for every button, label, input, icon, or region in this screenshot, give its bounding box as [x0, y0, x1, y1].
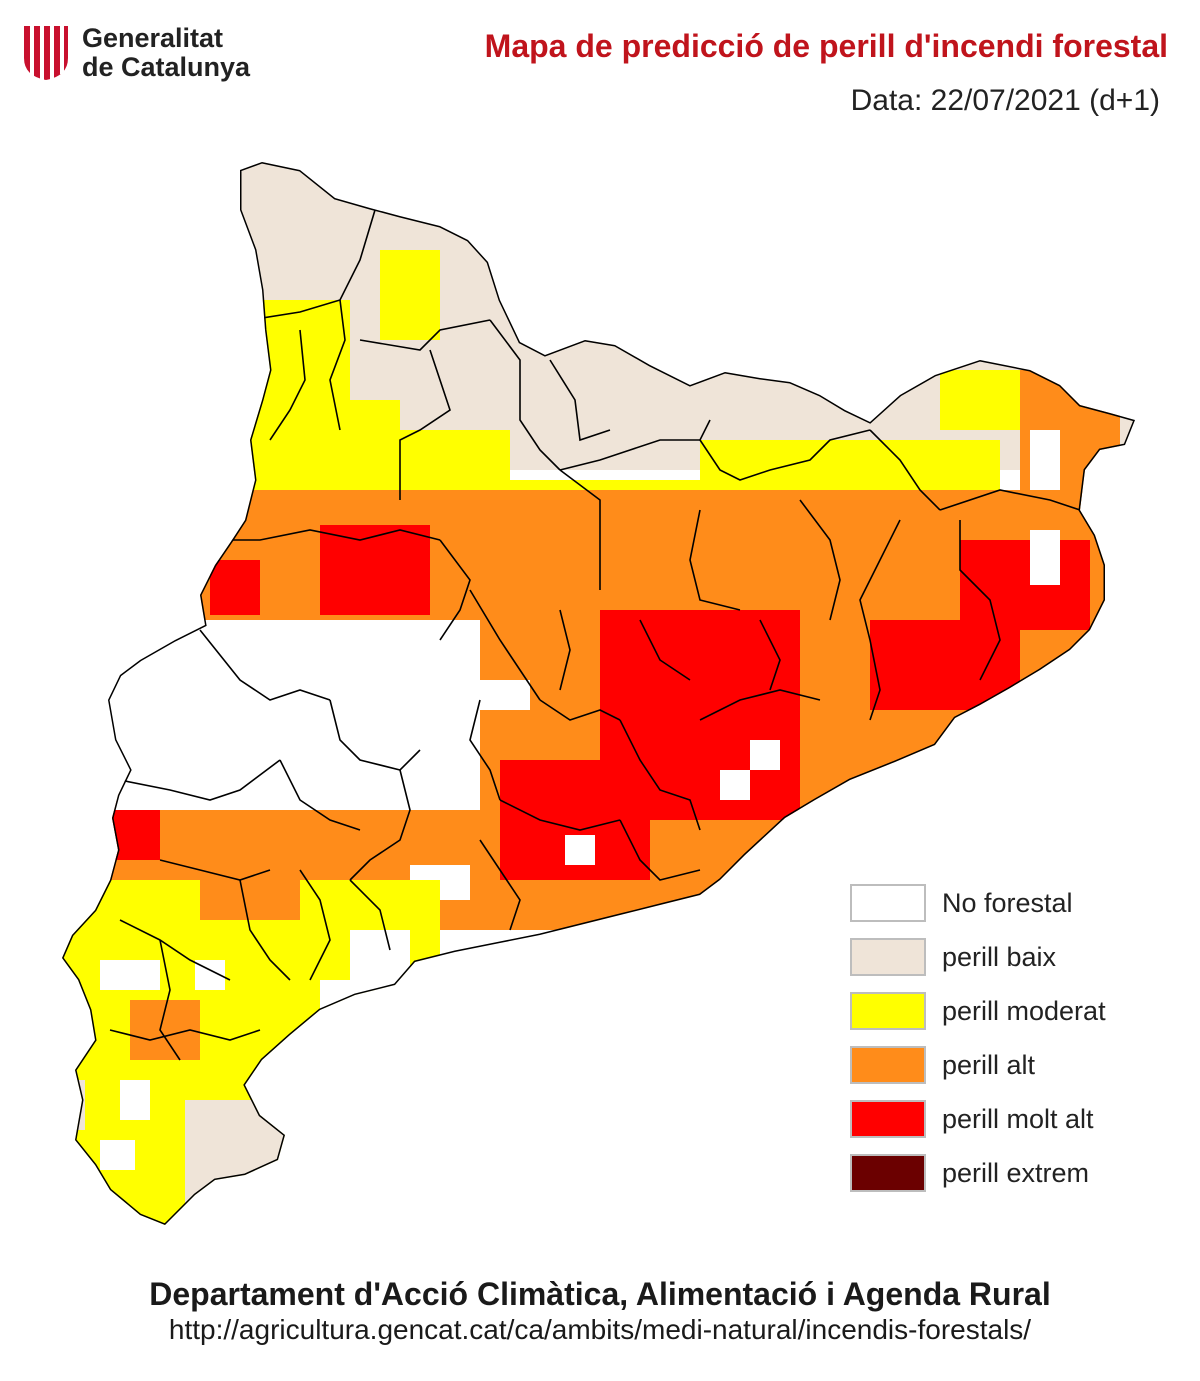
generalitat-logo: Generalitat de Catalunya: [22, 24, 250, 82]
legend-label: perill moderat: [942, 995, 1106, 1026]
logo-line-2: de Catalunya: [82, 52, 251, 82]
page-title: Mapa de predicció de perill d'incendi fo…: [484, 28, 1168, 64]
logo-text: Generalitat de Catalunya: [82, 24, 250, 82]
legend-label: perill molt alt: [942, 1103, 1094, 1134]
legend-label: perill baix: [942, 941, 1057, 972]
legend-item: perill moderat: [850, 984, 1106, 1038]
legend-label: perill alt: [942, 1049, 1036, 1080]
department-url: http://agricultura.gencat.cat/ca/ambits/…: [168, 1314, 1032, 1345]
legend-swatch: [850, 884, 926, 922]
department-name: Departament d'Acció Climàtica, Alimentac…: [149, 1276, 1051, 1312]
legend-item: perill molt alt: [850, 1092, 1106, 1146]
legend-swatch: [850, 938, 926, 976]
legend-label: No forestal: [942, 887, 1073, 918]
legend-swatch: [850, 992, 926, 1030]
catalonia-fire-risk-map: [62, 162, 1135, 1225]
legend-label: perill extrem: [942, 1157, 1090, 1188]
forecast-date: Data: 22/07/2021 (d+1): [850, 84, 1160, 117]
legend-swatch: [850, 1046, 926, 1084]
legend-swatch: [850, 1100, 926, 1138]
legend-item: No forestal: [850, 876, 1106, 930]
legend-swatch: [850, 1154, 926, 1192]
legend: No forestal perill baix perill moderat p…: [850, 876, 1106, 1200]
logo-line-1: Generalitat: [82, 23, 224, 53]
legend-item: perill extrem: [850, 1146, 1106, 1200]
legend-item: perill baix: [850, 930, 1106, 984]
senyera-icon: [24, 26, 68, 80]
legend-item: perill alt: [850, 1038, 1106, 1092]
